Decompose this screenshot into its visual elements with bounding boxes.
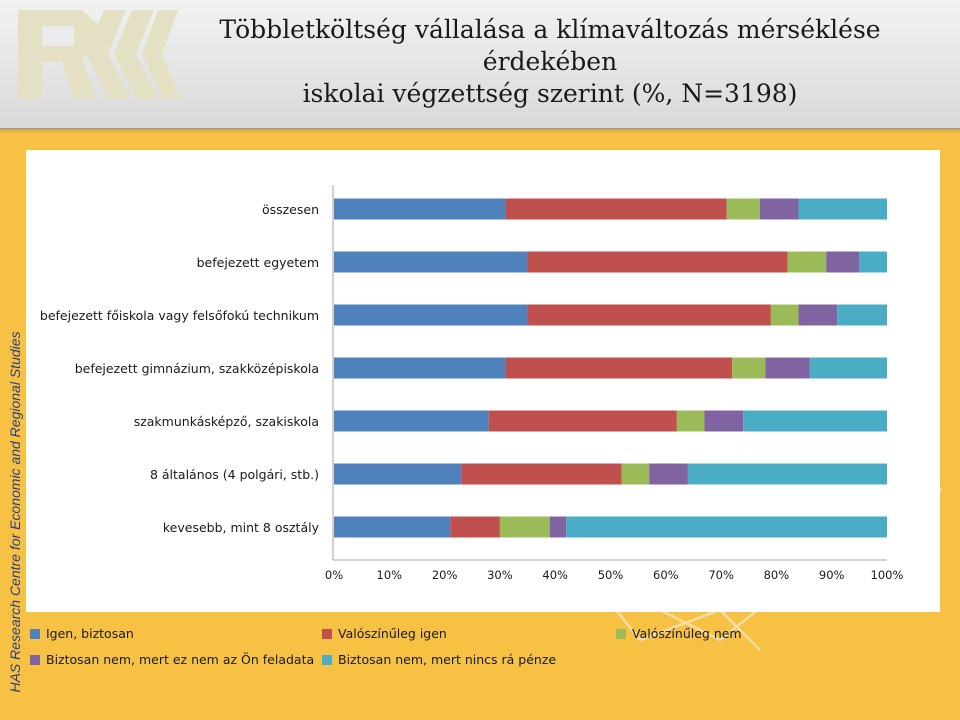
- legend-label: Valószínűleg nem: [632, 626, 742, 641]
- bar-segment-6-5: [687, 463, 887, 485]
- legend-swatch: [30, 654, 40, 665]
- legend-swatch: [616, 628, 626, 639]
- bar-segment-3-5: [837, 304, 887, 326]
- bar-segment-6-3: [621, 463, 650, 485]
- bar-segment-5-5: [743, 410, 887, 432]
- category-label: befejezett gimnázium, szakközépiskola: [75, 361, 319, 376]
- bar-segment-3-3: [770, 304, 799, 326]
- legend-label: Biztosan nem, mert ez nem az Ön feladata: [46, 652, 315, 667]
- legend-item: Biztosan nem, mert nincs rá pénze: [322, 652, 556, 667]
- category-label: szakmunkásképző, szakiskola: [134, 414, 319, 429]
- header-bar: RK Többletköltség vállalása a klímaválto…: [0, 0, 960, 129]
- bar-segment-5-1: [334, 410, 489, 432]
- x-tick-label: 0%: [325, 568, 343, 582]
- bar-segment-2-4: [826, 251, 860, 273]
- bar-segment-7-2: [450, 516, 500, 538]
- category-label: összesen: [262, 202, 319, 217]
- category-label: befejezett egyetem: [197, 255, 319, 270]
- bar-segment-5-2: [488, 410, 677, 432]
- bar-segment-1-3: [726, 198, 760, 220]
- legend-swatch: [322, 654, 332, 665]
- bar-segment-6-2: [461, 463, 622, 485]
- legend-swatch: [322, 628, 332, 639]
- bar-segment-7-5: [566, 516, 887, 538]
- legend-item: Biztosan nem, mert ez nem az Ön feladata: [30, 652, 314, 667]
- x-tick-labels: 0% 10% 20% 30% 40% 50% 60% 70% 80% 90% 100%: [325, 568, 904, 582]
- title-line-1: Többletköltség vállalása a klímaváltozás…: [219, 15, 881, 76]
- bar-segment-2-5: [859, 251, 887, 273]
- category-labels: összesen befejezett egyetem befejezett fői…: [40, 202, 320, 535]
- bar-segment-4-4: [765, 357, 810, 379]
- bar-segment-4-1: [334, 357, 506, 379]
- page-title: Többletköltség vállalása a klímaváltozás…: [150, 14, 950, 110]
- bar-segment-3-1: [334, 304, 528, 326]
- bar-segment-5-3: [676, 410, 705, 432]
- legend-item: Valószínűleg nem: [616, 626, 742, 641]
- x-tick-label: 30%: [487, 568, 513, 582]
- bar-segment-1-4: [759, 198, 799, 220]
- legend-item: Valószínűleg igen: [322, 626, 447, 641]
- rk-logo: RK: [18, 10, 180, 98]
- x-tick-label: 60%: [653, 568, 679, 582]
- x-tick-label: 70%: [708, 568, 734, 582]
- bar-segment-2-1: [334, 251, 528, 273]
- bar-segment-3-4: [798, 304, 838, 326]
- legend: Igen, biztosan Valószínűleg igen Valószínű…: [30, 626, 930, 676]
- legend-item: Igen, biztosan: [30, 626, 134, 641]
- title-line-2: iskolai végzettség szerint (%, N=3198): [302, 79, 798, 108]
- x-tick-label: 50%: [598, 568, 624, 582]
- bar-segment-6-1: [334, 463, 462, 485]
- legend-label: Valószínűleg igen: [338, 626, 447, 641]
- x-tick-label: 40%: [542, 568, 568, 582]
- category-label: befejezett főiskola vagy felsőfokú techn…: [40, 308, 319, 323]
- bar-segment-3-2: [527, 304, 771, 326]
- bar-segment-2-2: [527, 251, 788, 273]
- x-tick-label: 90%: [819, 568, 845, 582]
- bar-segment-4-3: [732, 357, 766, 379]
- category-label: kevesebb, mint 8 osztály: [163, 520, 320, 535]
- bar-segment-7-4: [549, 516, 567, 538]
- x-tick-label: 10%: [377, 568, 403, 582]
- x-tick-label: 100%: [871, 568, 904, 582]
- bar-segment-6-4: [649, 463, 688, 485]
- bar-segment-4-2: [505, 357, 733, 379]
- legend-label: Igen, biztosan: [46, 626, 134, 641]
- bar-segment-1-5: [798, 198, 887, 220]
- bar-segment-5-4: [704, 410, 744, 432]
- x-tick-label: 20%: [432, 568, 458, 582]
- category-label: 8 általános (4 polgári, stb.): [150, 467, 319, 482]
- legend-label: Biztosan nem, mert nincs rá pénze: [338, 652, 557, 667]
- bar-segment-7-1: [334, 516, 451, 538]
- bar-segment-1-2: [505, 198, 727, 220]
- header-shadow: [0, 128, 960, 134]
- legend-swatch: [30, 628, 40, 639]
- bar-segment-7-3: [499, 516, 550, 538]
- bar-segment-4-5: [809, 357, 887, 379]
- bar-segment-1-1: [334, 198, 506, 220]
- bar-segment-2-3: [787, 251, 827, 273]
- x-tick-label: 80%: [764, 568, 790, 582]
- bars-group: [334, 198, 887, 538]
